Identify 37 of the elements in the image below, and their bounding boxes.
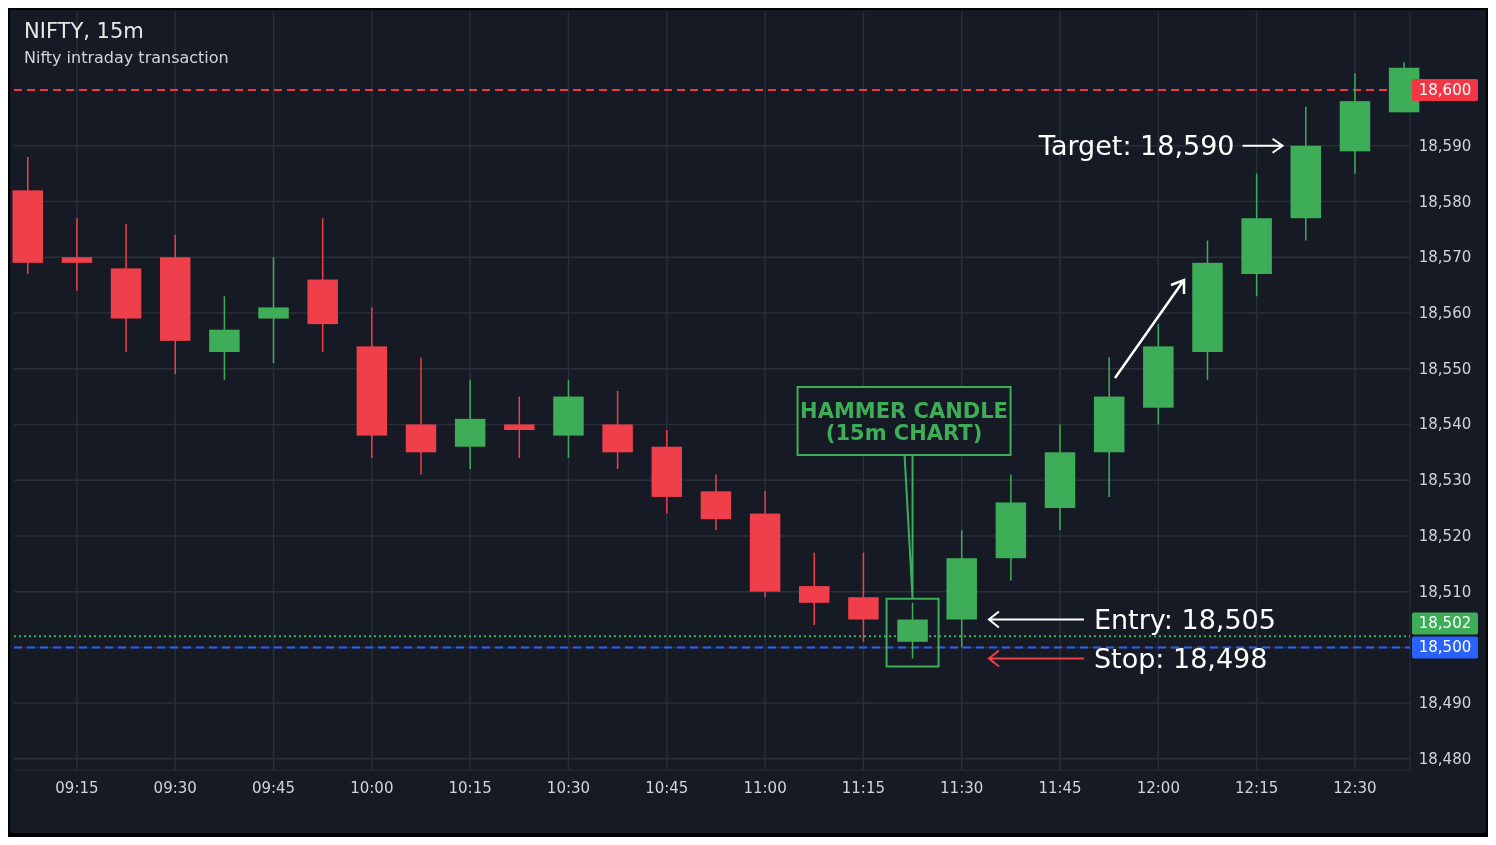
- x-tick-label: 09:15: [55, 779, 99, 797]
- x-tick-label: 11:00: [743, 779, 787, 797]
- x-tick-label: 10:15: [448, 779, 492, 797]
- x-tick-label: 12:15: [1235, 779, 1279, 797]
- x-tick-label: 10:30: [546, 779, 591, 797]
- y-tick-label: 18,560: [1418, 303, 1472, 322]
- candlestick: [258, 256, 289, 364]
- x-tick-label: 11:15: [841, 779, 886, 797]
- ref-line-label: 18,502: [1418, 614, 1472, 633]
- x-tick-label: 10:00: [350, 779, 394, 797]
- x-tick-label: 11:30: [940, 779, 984, 797]
- candlestick: [61, 217, 93, 292]
- y-tick-label: 18,540: [1418, 415, 1472, 434]
- y-tick-label: 18,590: [1418, 136, 1472, 155]
- x-tick-label: 12:30: [1333, 779, 1377, 797]
- text: Nifty intraday transaction: [24, 48, 229, 67]
- chart-title: NIFTY, 15m: [24, 19, 144, 43]
- y-tick-label: 18,490: [1418, 694, 1472, 713]
- y-tick-label: 18,570: [1418, 248, 1472, 267]
- y-tick-label: 18,530: [1418, 471, 1472, 490]
- annotation: Target: 18,590: [1037, 129, 1235, 161]
- annotation: Entry: 18,505: [1093, 603, 1276, 635]
- y-tick-label: 18,550: [1418, 359, 1472, 378]
- x-tick-label: 11:45: [1038, 779, 1082, 797]
- y-tick-label: 18,510: [1418, 582, 1472, 601]
- y-tick-label: 18,520: [1418, 526, 1472, 545]
- x-tick-label: 09:45: [251, 779, 296, 797]
- candlestick: [504, 395, 535, 459]
- x-tick-label: 09:30: [153, 779, 197, 797]
- annotation: HAMMER CANDLE (15m CHART): [800, 399, 1008, 445]
- x-tick-label: 12:00: [1136, 779, 1180, 797]
- x-tick-label: 10:45: [645, 779, 689, 797]
- ref-line-label: 18,500: [1418, 638, 1472, 657]
- y-tick-label: 18,480: [1418, 749, 1472, 768]
- ref-line-label: 18,600: [1418, 81, 1472, 100]
- annotation: Stop: 18,498: [1093, 642, 1268, 674]
- y-tick-label: 18,580: [1418, 192, 1472, 211]
